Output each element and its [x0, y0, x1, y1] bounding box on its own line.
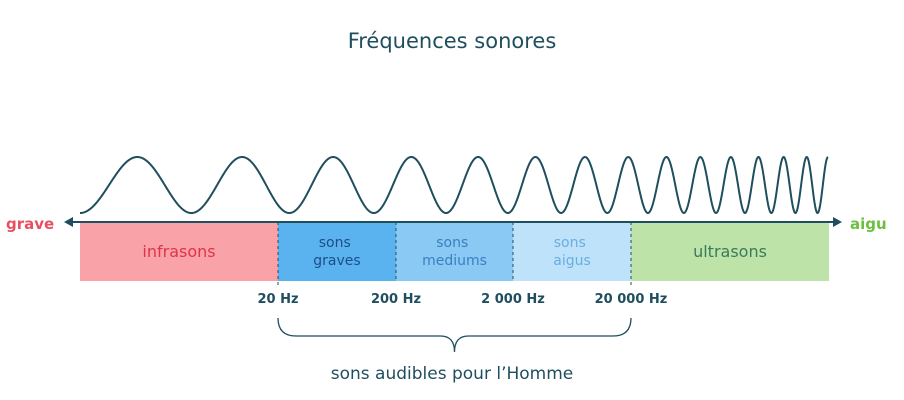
- band-label-line: ultrasons: [693, 242, 767, 261]
- frequency-bands: infrasons sons graves sons mediums sons …: [80, 222, 829, 285]
- freq-label-2000hz: 2 000 Hz: [481, 292, 545, 307]
- frequency-labels: 20 Hz 200 Hz 2 000 Hz 20 000 Hz: [257, 292, 667, 307]
- band-dividers: [277, 222, 632, 285]
- freq-label-200hz: 200 Hz: [371, 292, 421, 307]
- band-ultrasons: [631, 222, 829, 281]
- freq-label-20hz: 20 Hz: [257, 292, 298, 307]
- axis-label-grave: grave: [6, 215, 54, 233]
- band-label-line: sons: [436, 235, 468, 251]
- audible-range-caption: sons audibles pour l’Homme: [331, 364, 573, 384]
- band-label-ultrasons: ultrasons: [693, 242, 767, 261]
- arrow-left-icon: [64, 217, 73, 227]
- sound-wave: [79, 155, 829, 215]
- band-label-line: infrasons: [142, 242, 215, 261]
- band-label-line: graves: [313, 253, 360, 269]
- frequency-axis: grave aigu: [6, 215, 887, 233]
- band-label-infrasons: infrasons: [142, 242, 215, 261]
- band-sons-mediums: [396, 222, 513, 281]
- band-label-line: mediums: [422, 253, 487, 269]
- arrow-right-icon: [833, 217, 842, 227]
- band-label-sons-aigus: sons aigus: [553, 235, 591, 269]
- band-label-line: aigus: [553, 253, 591, 269]
- band-label-sons-mediums: sons mediums: [422, 235, 487, 269]
- band-label-sons-graves: sons graves: [313, 235, 360, 269]
- band-sons-aigus: [513, 222, 631, 281]
- page-title: Fréquences sonores: [348, 29, 557, 53]
- freq-label-20000hz: 20 000 Hz: [595, 292, 668, 307]
- band-label-line: sons: [554, 235, 586, 251]
- axis-label-aigu: aigu: [850, 215, 887, 233]
- band-sons-graves: [278, 222, 396, 281]
- band-infrasons: [80, 222, 278, 281]
- band-label-line: sons: [319, 235, 351, 251]
- audible-range-brace: [277, 317, 632, 353]
